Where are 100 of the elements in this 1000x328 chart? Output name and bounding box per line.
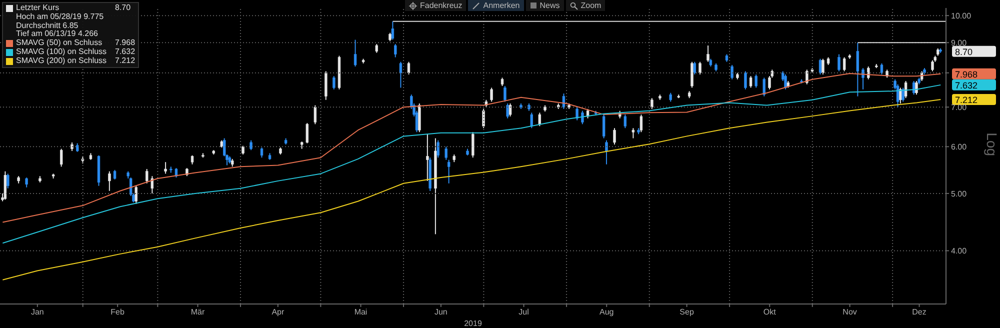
candlestick xyxy=(426,134,429,182)
candlestick xyxy=(744,70,747,90)
candlestick xyxy=(698,61,702,75)
candlestick xyxy=(506,102,509,119)
x-tick-label: Jan xyxy=(30,308,44,317)
annotation: Hoch am 05/28/19 9.775 xyxy=(15,12,105,22)
candlestick xyxy=(538,112,542,127)
candlestick xyxy=(145,168,148,184)
x-tick-label: Nov xyxy=(842,308,857,317)
candlestick xyxy=(762,77,766,97)
candlestick xyxy=(632,128,635,139)
x-tick-label: Mai xyxy=(354,308,368,317)
annotation: News xyxy=(540,1,560,10)
legend-label: SMAVG (100) on Schluss xyxy=(16,46,108,57)
candlestick xyxy=(314,104,317,125)
candlestick xyxy=(822,58,824,75)
candlestick xyxy=(818,58,822,75)
candlestick xyxy=(250,140,252,151)
candlestick xyxy=(4,170,7,200)
candlestick xyxy=(260,147,264,158)
candlestick xyxy=(164,162,167,174)
candlestick xyxy=(904,80,908,99)
candlestick xyxy=(407,61,410,75)
candlestick xyxy=(113,169,116,180)
y-tick-label: 10.00 xyxy=(951,11,972,20)
candlestick xyxy=(806,69,808,85)
candlestick xyxy=(399,61,402,88)
candlestick xyxy=(394,44,397,58)
candlestick xyxy=(613,128,616,146)
candlestick xyxy=(896,84,900,108)
text: 7.632 xyxy=(115,46,136,56)
x-tick-label: Jul xyxy=(518,308,530,317)
candlestick xyxy=(134,185,138,204)
y-tick-label: 5.00 xyxy=(951,189,968,198)
candlestick xyxy=(436,140,440,158)
x-tick-label: Aug xyxy=(600,308,614,317)
candlestick xyxy=(504,86,506,102)
candlestick xyxy=(624,114,627,129)
x-axis-title: 2019 xyxy=(464,319,482,328)
x-tick-label: Okt xyxy=(763,308,777,317)
candlestick xyxy=(867,66,870,80)
candlestick xyxy=(784,74,787,90)
line-series xyxy=(2,84,942,244)
candlestick xyxy=(576,106,578,121)
line-series xyxy=(2,98,942,280)
y-tick-label: 6.00 xyxy=(951,142,968,152)
y-tick-label: 4.00 xyxy=(951,246,968,256)
candlestick xyxy=(332,76,336,90)
candlestick xyxy=(730,64,734,80)
candlestick xyxy=(354,39,357,68)
legend-label: Letzter Kurs xyxy=(16,3,60,13)
candlestick xyxy=(880,62,884,75)
candlestick xyxy=(605,140,608,165)
candlestick xyxy=(472,132,474,158)
annotation: Durchschnitt 6.85 xyxy=(15,20,80,30)
candlestick xyxy=(530,112,534,129)
candlestick xyxy=(306,122,309,144)
candlestick xyxy=(706,44,710,62)
candlestick xyxy=(650,98,654,110)
annotation: Tief am 06/13/19 4.266 xyxy=(15,29,99,39)
candlestick xyxy=(150,176,154,194)
candlestick xyxy=(391,20,394,40)
annotation: 7.212 xyxy=(955,94,978,105)
y-axis-title: Log xyxy=(984,132,1000,156)
candlestick xyxy=(562,93,566,110)
x-tick-label: Jun xyxy=(434,308,448,317)
candlestick xyxy=(586,108,590,119)
candlestick xyxy=(324,70,328,100)
x-tick-label: Sep xyxy=(680,308,694,317)
text: 8.70 xyxy=(115,3,131,12)
x-tick-label: Mär xyxy=(190,308,205,317)
candlestick xyxy=(602,114,606,139)
candlestick xyxy=(690,61,694,88)
candlestick xyxy=(174,168,178,178)
candlestick xyxy=(856,42,860,97)
candlestick xyxy=(693,61,696,75)
candlestick xyxy=(838,54,840,72)
y-tick-label: 7.00 xyxy=(951,102,968,112)
annotation: Anmerken xyxy=(483,1,520,10)
annotation: 8.70 xyxy=(955,46,973,57)
candlestick xyxy=(640,114,643,133)
x-tick-label: Feb xyxy=(110,308,126,317)
line-series xyxy=(2,72,942,223)
y-tick-label: 9.00 xyxy=(951,38,968,48)
candlestick xyxy=(902,87,904,102)
candlestick xyxy=(842,56,846,72)
text: 7.968 xyxy=(115,38,136,48)
candlestick xyxy=(447,159,450,184)
candlestick xyxy=(754,74,758,88)
candlestick xyxy=(508,102,512,117)
candlestick xyxy=(60,148,63,168)
candlestick xyxy=(25,177,28,188)
annotation: 7.968 xyxy=(955,69,978,80)
candlestick xyxy=(931,60,934,72)
candlestick xyxy=(581,110,584,125)
candlestick xyxy=(6,173,10,189)
annotation: Fadenkreuz xyxy=(420,1,462,10)
text: 7.212 xyxy=(115,56,136,65)
x-tick-label: Dez xyxy=(912,308,926,317)
x-tick-label: Apr xyxy=(272,308,284,317)
